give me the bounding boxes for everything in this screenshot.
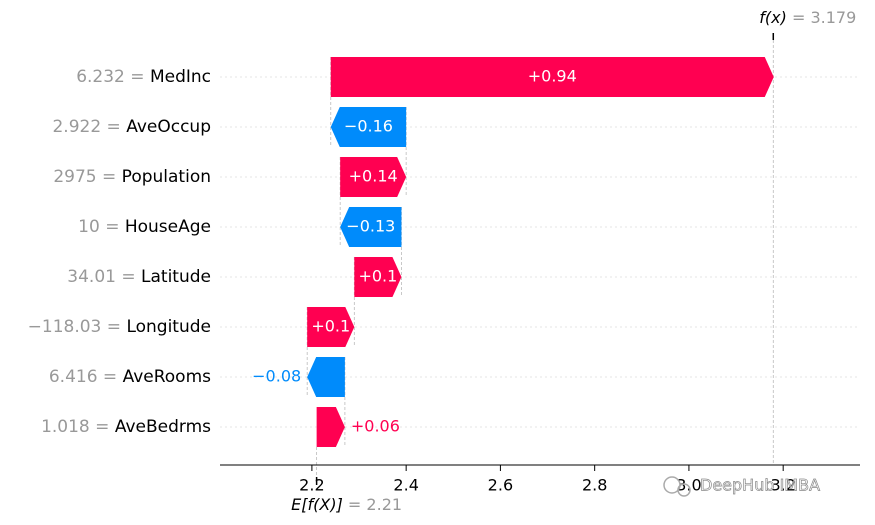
feature-label: 2975 = Population xyxy=(53,167,211,187)
feature-value: 2975 xyxy=(53,167,96,187)
value-label: +0.94 xyxy=(528,67,577,86)
bar xyxy=(330,57,774,97)
feature-name: AveBedrms xyxy=(115,417,211,437)
bar xyxy=(340,207,402,247)
feature-label: 10 = HouseAge xyxy=(78,217,211,237)
value-label: +0.1 xyxy=(358,267,397,286)
base-value: 2.21 xyxy=(366,495,402,514)
feature-label: 2.922 = AveOccup xyxy=(52,117,211,137)
x-tick-label: 2.6 xyxy=(488,476,513,495)
bar xyxy=(316,407,345,447)
feature-label: 1.018 = AveBedrms xyxy=(41,417,211,437)
separator: = xyxy=(105,217,119,237)
separator: = xyxy=(792,8,805,27)
feature-name: AveRooms xyxy=(123,367,212,387)
x-tick-label: 2.2 xyxy=(299,476,324,495)
feature-name: HouseAge xyxy=(125,217,211,237)
value-label: +0.06 xyxy=(351,417,400,436)
feature-name: Longitude xyxy=(126,317,211,337)
separator: = xyxy=(121,267,135,287)
bar xyxy=(307,307,355,347)
separator: = xyxy=(103,367,117,387)
value-label: −0.13 xyxy=(346,217,395,236)
feature-value: 1.018 xyxy=(41,417,90,437)
separator: = xyxy=(348,495,361,514)
watermark-icon xyxy=(677,483,691,497)
bar xyxy=(354,257,402,297)
bar xyxy=(340,157,407,197)
bar xyxy=(330,107,407,147)
separator: = xyxy=(95,417,109,437)
output-annotation: f(x) = 3.179 xyxy=(759,8,856,27)
feature-label: 6.232 = MedInc xyxy=(76,67,211,87)
bar xyxy=(307,357,345,397)
separator: = xyxy=(107,117,121,137)
separator: = xyxy=(102,167,116,187)
feature-value: 10 xyxy=(78,217,100,237)
output-value: 3.179 xyxy=(810,8,856,27)
base-label: E[f(X)] xyxy=(291,495,343,514)
feature-label: 34.01 = Latitude xyxy=(67,267,211,287)
feature-value: 2.922 xyxy=(52,117,101,137)
base-annotation: E[f(X)] = 2.21 xyxy=(291,495,402,514)
value-label: −0.08 xyxy=(252,367,301,386)
output-label: f(x) xyxy=(759,8,787,27)
feature-value: −118.03 xyxy=(28,317,102,337)
feature-name: Latitude xyxy=(141,267,211,287)
feature-value: 6.416 xyxy=(49,367,98,387)
x-tick-label: 3.0 xyxy=(676,476,701,495)
feature-label: 6.416 = AveRooms xyxy=(49,367,211,387)
feature-name: Population xyxy=(122,167,211,187)
feature-value: 34.01 xyxy=(67,267,116,287)
feature-label: −118.03 = Longitude xyxy=(28,317,211,337)
value-label: +0.14 xyxy=(349,167,398,186)
feature-name: MedInc xyxy=(150,67,211,87)
x-tick-label: 2.8 xyxy=(582,476,607,495)
x-tick-label: 2.4 xyxy=(393,476,418,495)
x-tick-label: 3.2 xyxy=(770,476,795,495)
separator: = xyxy=(107,317,121,337)
feature-value: 6.232 xyxy=(76,67,125,87)
value-label: −0.16 xyxy=(344,117,393,136)
watermark: DeepHub IMBA xyxy=(700,476,820,495)
feature-name: AveOccup xyxy=(126,117,211,137)
separator: = xyxy=(130,67,144,87)
value-label: +0.1 xyxy=(311,317,350,336)
